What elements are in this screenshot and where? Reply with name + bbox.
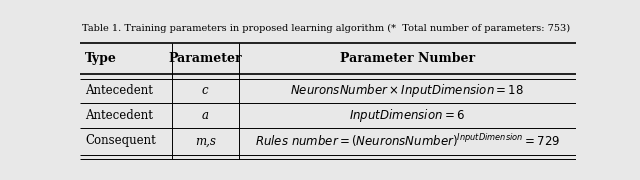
- Text: c: c: [202, 84, 209, 97]
- Text: Type: Type: [85, 52, 117, 65]
- Text: Consequent: Consequent: [85, 134, 156, 147]
- Text: Table 1. Training parameters in proposed learning algorithm (*  Total number of : Table 1. Training parameters in proposed…: [83, 24, 571, 33]
- Text: Parameter Number: Parameter Number: [340, 52, 475, 65]
- Text: $\mathit{Rules\ number} = (\mathit{NeuronsNumber})^{\mathit{InputDimension}} = 7: $\mathit{Rules\ number} = (\mathit{Neuro…: [255, 132, 560, 149]
- Text: $\mathit{InputDimension} = 6$: $\mathit{InputDimension} = 6$: [349, 107, 465, 124]
- Text: Parameter: Parameter: [168, 52, 242, 65]
- Text: a: a: [202, 109, 209, 122]
- Text: m,s: m,s: [195, 134, 216, 147]
- Text: Antecedent: Antecedent: [85, 84, 153, 97]
- Text: $\mathit{NeuronsNumber} \times \mathit{InputDimension} = 18$: $\mathit{NeuronsNumber} \times \mathit{I…: [291, 82, 524, 99]
- Text: Antecedent: Antecedent: [85, 109, 153, 122]
